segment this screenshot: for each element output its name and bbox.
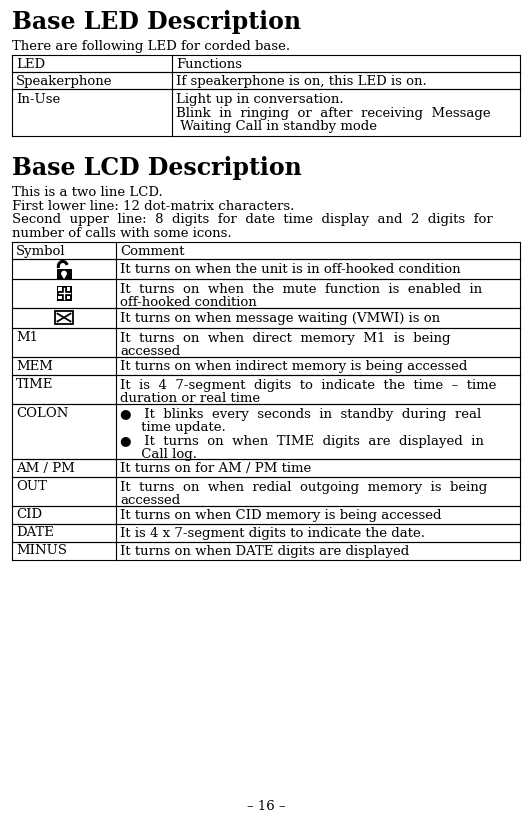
Bar <box>58 287 62 291</box>
Circle shape <box>62 271 66 276</box>
Text: Call log.: Call log. <box>120 448 197 461</box>
Bar <box>56 269 71 279</box>
Text: ●   It  turns  on  when  TIME  digits  are  displayed  in: ● It turns on when TIME digits are displ… <box>120 435 484 448</box>
Text: This is a two line LCD.: This is a two line LCD. <box>12 186 163 199</box>
Text: Blink  in  ringing  or  after  receiving  Message: Blink in ringing or after receiving Mess… <box>176 106 491 119</box>
Text: MINUS: MINUS <box>16 544 67 557</box>
Text: It is 4 x 7-segment digits to indicate the date.: It is 4 x 7-segment digits to indicate t… <box>120 527 425 540</box>
Text: number of calls with some icons.: number of calls with some icons. <box>12 226 231 239</box>
Text: It  turns  on  when  redial  outgoing  memory  is  being: It turns on when redial outgoing memory … <box>120 480 487 493</box>
Text: TIME: TIME <box>16 377 53 391</box>
Text: It turns on when CID memory is being accessed: It turns on when CID memory is being acc… <box>120 509 442 522</box>
Text: In-Use: In-Use <box>16 93 60 106</box>
Text: It turns on when message waiting (VMWI) is on: It turns on when message waiting (VMWI) … <box>120 312 440 324</box>
Text: It  turns  on  when  the  mute  function  is  enabled  in: It turns on when the mute function is en… <box>120 283 482 296</box>
Text: – 16 –: – 16 – <box>247 800 285 813</box>
Text: ●   It  blinks  every  seconds  in  standby  during  real: ● It blinks every seconds in standby dur… <box>120 408 481 421</box>
Text: It  turns  on  when  direct  memory  M1  is  being: It turns on when direct memory M1 is bei… <box>120 332 451 345</box>
Text: time update.: time update. <box>120 421 226 434</box>
Text: If speakerphone is on, this LED is on.: If speakerphone is on, this LED is on. <box>176 75 427 88</box>
Text: off-hooked condition: off-hooked condition <box>120 296 257 309</box>
Text: accessed: accessed <box>120 494 180 507</box>
Text: It  is  4  7-segment  digits  to  indicate  the  time  –  time: It is 4 7-segment digits to indicate the… <box>120 378 496 391</box>
Text: It turns on for AM / PM time: It turns on for AM / PM time <box>120 462 311 475</box>
Bar <box>66 287 70 291</box>
Text: There are following LED for corded base.: There are following LED for corded base. <box>12 40 290 53</box>
Text: It turns on when DATE digits are displayed: It turns on when DATE digits are display… <box>120 545 409 558</box>
Text: Base LED Description: Base LED Description <box>12 10 301 34</box>
Text: DATE: DATE <box>16 526 54 539</box>
Text: LED: LED <box>16 58 45 71</box>
Text: CID: CID <box>16 508 42 521</box>
Text: Second  upper  line:  8  digits  for  date  time  display  and  2  digits  for: Second upper line: 8 digits for date tim… <box>12 213 493 226</box>
Text: Speakerphone: Speakerphone <box>16 75 112 88</box>
Text: Light up in conversation.: Light up in conversation. <box>176 93 344 106</box>
Bar <box>55 311 73 324</box>
Text: It turns on when indirect memory is being accessed: It turns on when indirect memory is bein… <box>120 359 468 373</box>
Text: It turns on when the unit is in off-hooked condition: It turns on when the unit is in off-hook… <box>120 263 461 276</box>
Bar <box>66 296 70 299</box>
Text: Symbol: Symbol <box>16 244 65 257</box>
Text: Waiting Call in standby mode: Waiting Call in standby mode <box>176 120 377 133</box>
Text: Functions: Functions <box>176 58 242 71</box>
Bar <box>56 285 71 301</box>
Bar <box>58 296 62 299</box>
Text: AM / PM: AM / PM <box>16 462 75 475</box>
Text: Base LCD Description: Base LCD Description <box>12 156 302 180</box>
Text: MEM: MEM <box>16 359 53 373</box>
Text: OUT: OUT <box>16 480 47 493</box>
Text: COLON: COLON <box>16 407 69 419</box>
Text: duration or real time: duration or real time <box>120 392 260 405</box>
Text: Comment: Comment <box>120 244 185 257</box>
Text: accessed: accessed <box>120 345 180 358</box>
Text: First lower line: 12 dot-matrix characters.: First lower line: 12 dot-matrix characte… <box>12 199 294 212</box>
Polygon shape <box>62 275 65 278</box>
Text: M1: M1 <box>16 331 38 343</box>
